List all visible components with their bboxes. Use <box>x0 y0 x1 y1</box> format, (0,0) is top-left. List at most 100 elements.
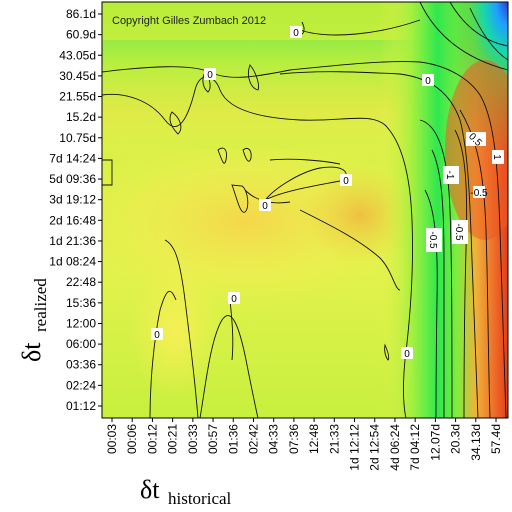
y-tick-label: 86.1d <box>66 7 96 21</box>
y-tick-label: 43.05d <box>59 48 96 62</box>
contour-line <box>279 71 479 418</box>
contour-line <box>449 2 508 47</box>
x-axis-title-main: δt <box>140 475 160 504</box>
x-tick-label: 12.07d <box>428 424 442 461</box>
y-tick-label: 2d 16:48 <box>49 213 96 227</box>
contour-label: 0 <box>422 74 434 87</box>
y-tick-label: 21.55d <box>59 90 96 104</box>
contour-line <box>261 166 347 206</box>
x-tick-label: 4d 06:24 <box>388 424 402 471</box>
contour-label: 0 <box>290 26 302 39</box>
y-axis-title: δt realized <box>17 278 50 362</box>
x-tick-label: 00:03 <box>105 424 119 454</box>
contour-label: 0 <box>204 68 216 81</box>
y-tick-label: 30.45d <box>59 69 96 83</box>
x-tick-label: 07:36 <box>287 424 301 454</box>
svg-text:0: 0 <box>262 201 268 212</box>
svg-text:0: 0 <box>154 330 160 341</box>
contour-label: 1 <box>491 150 504 164</box>
x-tick-label: 04:33 <box>267 424 281 454</box>
y-tick-label: 5d 09:36 <box>49 172 96 186</box>
x-axis-title-sub: historical <box>168 489 232 508</box>
y-tick-label: 03:36 <box>66 358 96 372</box>
x-tick-label: 00:12 <box>145 424 159 454</box>
contour-line <box>242 147 252 162</box>
y-tick-label: 15:36 <box>66 296 96 310</box>
y-tick-label: 60.9d <box>66 28 96 42</box>
x-tick-label: 00:57 <box>206 424 220 454</box>
contour-line <box>419 2 508 71</box>
svg-text:0: 0 <box>207 70 213 81</box>
x-tick-label: 1d 12:12 <box>348 424 362 471</box>
y-axis-ticks: 01:12 02:24 03:36 06:00 12:00 15:36 22:48 1d 08… <box>49 7 102 413</box>
contour-line <box>217 147 227 164</box>
y-tick-label: 15.2d <box>66 110 96 124</box>
y-tick-label: 1d 08:24 <box>49 255 96 269</box>
x-tick-label: 02:42 <box>246 424 260 454</box>
x-tick-label: 01:36 <box>226 424 240 454</box>
svg-text:1: 1 <box>491 154 502 160</box>
contour-line <box>247 64 259 91</box>
y-tick-label: 06:00 <box>66 337 96 351</box>
svg-text:-0.5: -0.5 <box>470 188 488 199</box>
svg-text:-0.5: -0.5 <box>453 223 464 241</box>
x-tick-label: 12:48 <box>307 424 321 454</box>
copyright-text: Copyright Gilles Zumbach 2012 <box>112 15 266 27</box>
y-tick-label: 10.75d <box>59 131 96 145</box>
svg-text:-1: -1 <box>444 171 455 180</box>
x-tick-label: 21:33 <box>327 424 341 454</box>
contour-line <box>231 184 249 213</box>
contour-label: 0.5 <box>466 131 486 149</box>
contour-line <box>169 111 182 135</box>
heatmap-surface <box>102 2 508 418</box>
contour-line <box>454 129 468 418</box>
x-tick-label: 00:33 <box>186 424 200 454</box>
svg-text:-0.5: -0.5 <box>427 231 438 249</box>
x-tick-label: 20.3d <box>449 424 463 454</box>
contour-line <box>164 239 199 418</box>
svg-text:0: 0 <box>343 176 349 187</box>
contour-label: 0 <box>151 328 163 341</box>
svg-text:0: 0 <box>404 349 410 360</box>
contour-label: 0 <box>401 347 413 360</box>
y-tick-label: 12:00 <box>66 316 96 330</box>
contour-label: -0.5 <box>426 228 442 252</box>
contour-line <box>149 290 177 418</box>
contour-label: 0 <box>228 292 240 305</box>
svg-text:0: 0 <box>425 76 431 87</box>
contour-line <box>431 149 445 418</box>
y-tick-label: 22:48 <box>66 275 96 289</box>
contour-line <box>384 343 390 361</box>
contour-label: -1 <box>443 166 459 184</box>
contour-line <box>102 159 113 186</box>
contour-line <box>299 209 401 291</box>
y-tick-label: 01:12 <box>66 399 96 413</box>
y-tick-label: 02:24 <box>66 378 96 392</box>
y-tick-label: 3d 19:12 <box>49 193 96 207</box>
y-tick-label: 1d 21:36 <box>49 234 96 248</box>
x-tick-label: 2d 12:54 <box>368 424 382 471</box>
x-tick-label: 00:21 <box>166 424 180 454</box>
x-tick-label: 7d 04:12 <box>408 424 422 471</box>
contour-label: 0 <box>340 174 352 187</box>
x-tick-label: 57.4d <box>489 424 503 454</box>
contour-line <box>299 19 421 36</box>
contour-label: -0.5 <box>470 186 488 199</box>
svg-text:0: 0 <box>231 294 237 305</box>
contour-labels: 0 0 0 0 0 0 0 0 -1 -0.5 -0.5 -0.5 0.5 1 <box>151 26 504 360</box>
y-axis-title-main: δt <box>17 342 46 362</box>
x-tick-label: 00:06 <box>125 424 139 454</box>
y-tick-label: 7d 14:24 <box>49 151 96 165</box>
contour-label: -0.5 <box>452 220 468 244</box>
contour-line <box>269 158 341 165</box>
x-axis-ticks: 00:03 00:06 00:12 00:21 00:33 00:57 01:36 02:42… <box>105 418 503 471</box>
contour-line <box>424 189 438 418</box>
x-tick-label: 34.13d <box>469 424 483 461</box>
contour-line <box>419 119 453 418</box>
svg-text:0: 0 <box>293 28 299 39</box>
plot-frame <box>101 1 509 419</box>
contour-line <box>229 299 234 361</box>
y-axis-title-sub: realized <box>31 278 50 332</box>
contour-label: 0 <box>259 199 271 212</box>
